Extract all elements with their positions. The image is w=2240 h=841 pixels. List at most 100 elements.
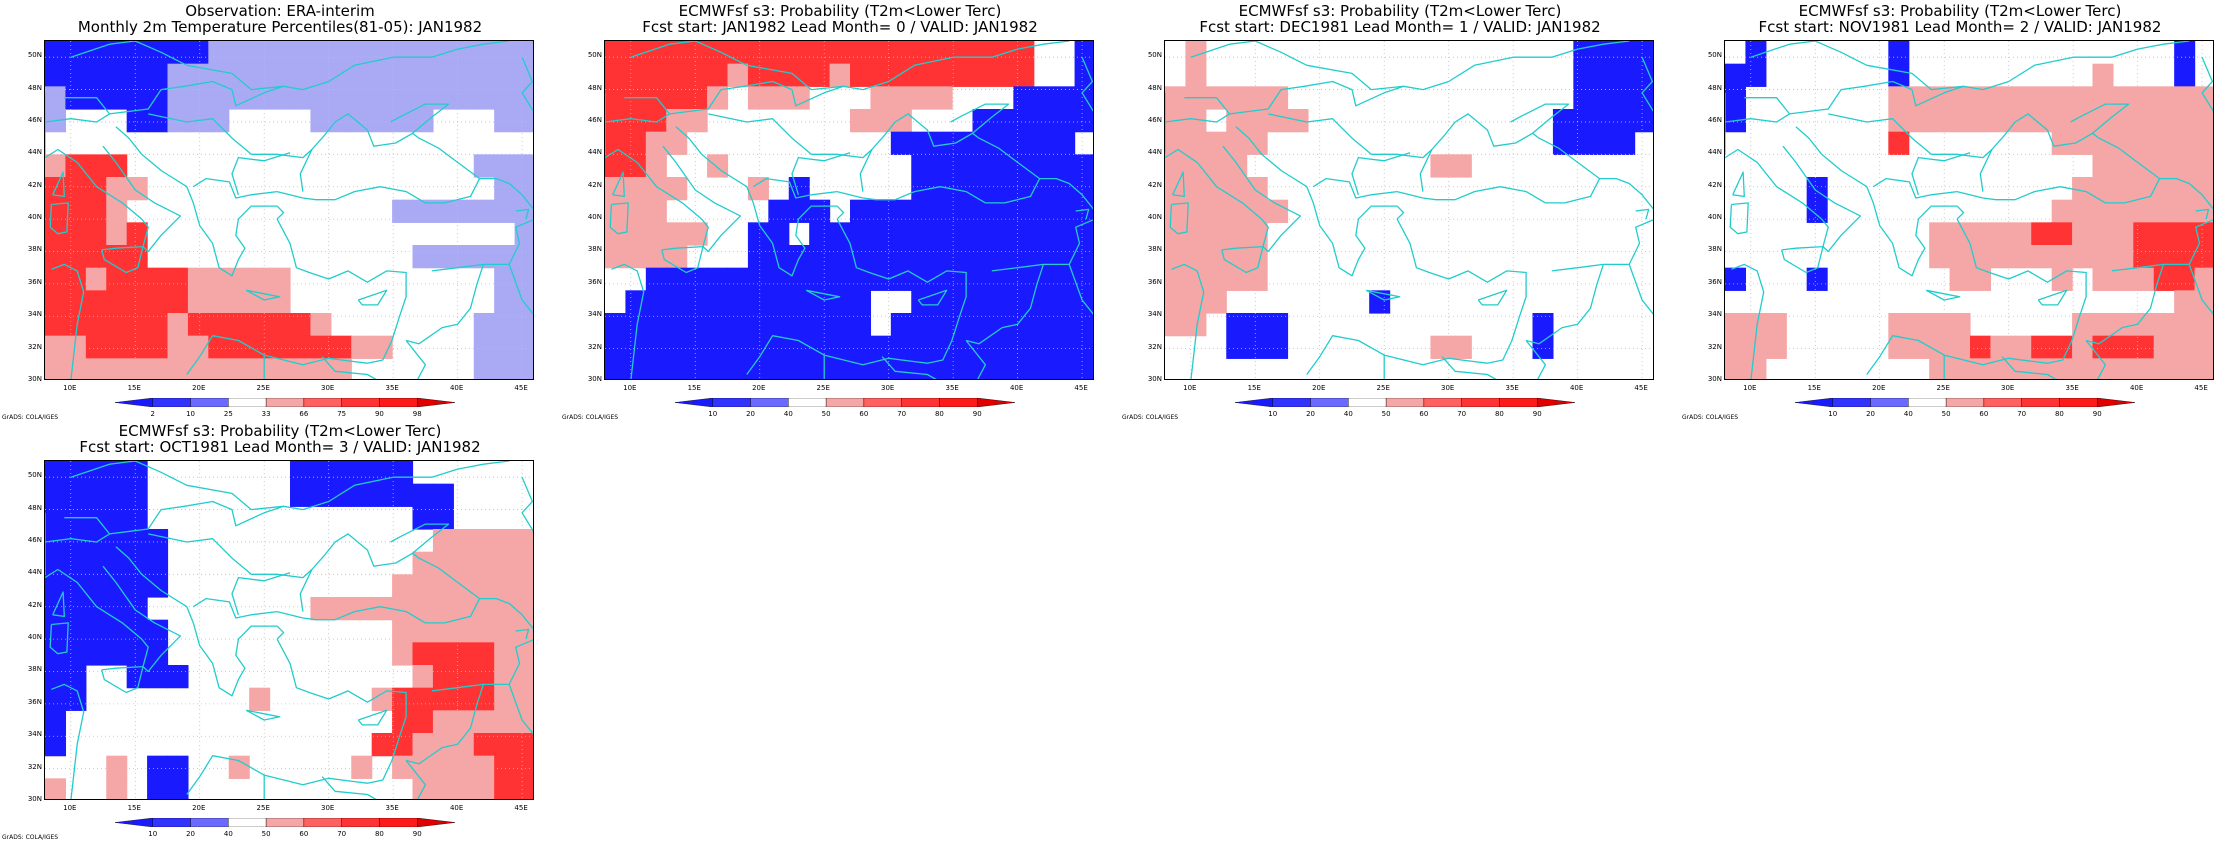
shaded-cell: [809, 313, 831, 337]
shaded-cell: [1033, 267, 1055, 291]
shaded-cell: [473, 665, 495, 689]
coastline: [1043, 41, 1070, 45]
coastline: [708, 113, 873, 159]
shaded-cell: [1369, 290, 1391, 314]
shaded-cell: [605, 245, 627, 269]
shaded-cell: [167, 755, 189, 779]
shaded-cell: [514, 619, 533, 643]
shaded-cell: [494, 199, 516, 223]
lon-tick-label: 25E: [256, 384, 270, 392]
lat-tick-label: 48N: [1707, 83, 1722, 92]
shaded-cell: [310, 313, 332, 337]
shaded-cell: [392, 619, 414, 643]
shaded-cell: [453, 755, 475, 779]
shaded-cell: [126, 109, 148, 133]
shaded-cell: [1074, 63, 1093, 87]
colorbar-label: 2: [150, 410, 155, 418]
shaded-cell: [707, 358, 729, 379]
shaded-cell: [666, 335, 688, 359]
shaded-cell: [371, 733, 393, 757]
shaded-cell: [992, 131, 1014, 155]
shaded-cell: [106, 597, 128, 621]
shaded-cell: [147, 63, 169, 87]
shaded-cell: [1074, 109, 1093, 133]
shaded-cell: [2133, 154, 2155, 178]
shaded-cell: [106, 41, 128, 65]
coastline: [231, 152, 291, 195]
coastline: [2163, 41, 2190, 45]
shaded-cell: [972, 63, 994, 87]
lat-tick-label: 34N: [587, 310, 602, 319]
shaded-cell: [686, 63, 708, 87]
shaded-cell: [392, 199, 414, 223]
colorbar-label: 50: [1381, 410, 1391, 418]
coastline: [1365, 289, 1401, 301]
lon-tick-label: 15E: [687, 384, 701, 392]
colorbar-segment: [825, 398, 865, 407]
shaded-cell: [1593, 131, 1615, 155]
shaded-cell: [126, 335, 148, 359]
coastline: [675, 126, 845, 277]
shaded-cell: [208, 41, 230, 65]
colorbar-segment: [2059, 398, 2098, 407]
shaded-cell: [106, 642, 128, 666]
shaded-cell: [1593, 109, 1615, 133]
coastline: [950, 103, 1010, 134]
shaded-cell: [453, 665, 475, 689]
lon-tick-label: 40E: [449, 804, 464, 812]
shaded-cell: [788, 290, 810, 314]
shaded-cell: [1033, 245, 1055, 269]
shaded-cell: [106, 290, 128, 314]
shaded-cell: [625, 177, 647, 201]
shaded-cell: [931, 358, 953, 379]
shaded-cell: [1908, 335, 1930, 359]
shaded-cell: [931, 290, 953, 314]
shaded-cell: [494, 177, 516, 201]
shaded-cell: [106, 619, 128, 643]
lon-tick-label: 10E: [63, 804, 77, 812]
shaded-cell: [952, 222, 974, 246]
shaded-cell: [412, 710, 434, 734]
shaded-cell: [351, 483, 373, 507]
shaded-cell: [432, 665, 454, 689]
shaded-cell: [1725, 267, 1747, 291]
shaded-cell: [126, 506, 148, 530]
shaded-cell: [1074, 154, 1093, 178]
colorbar-segment: [1945, 398, 1985, 407]
colorbar-label: 90: [412, 830, 422, 838]
shaded-cell: [432, 687, 454, 711]
shaded-cell: [2174, 267, 2196, 291]
shaded-cell: [412, 665, 434, 689]
shaded-cell: [1949, 313, 1971, 337]
shaded-cell: [952, 199, 974, 223]
shaded-cell: [187, 86, 209, 110]
colorbar-label: 70: [337, 830, 347, 838]
grads-credit: GrADS: COLA/IGES: [562, 414, 619, 421]
shaded-cell: [2010, 358, 2032, 379]
shaded-cell: [2153, 199, 2175, 223]
coastline: [357, 709, 388, 726]
shaded-cell: [2133, 335, 2155, 359]
shaded-cell: [473, 358, 495, 379]
colorbar-segment: [788, 398, 827, 407]
shaded-cell: [2194, 358, 2213, 379]
shaded-cell: [494, 642, 516, 666]
shaded-cell: [911, 290, 933, 314]
shaded-cell: [1054, 290, 1076, 314]
coastline: [405, 264, 485, 345]
coastline: [1866, 218, 2087, 375]
coastline: [1068, 264, 1093, 315]
shaded-cell: [2031, 86, 2053, 110]
shaded-cell: [494, 313, 516, 337]
shaded-cell: [106, 313, 128, 337]
shaded-cell: [310, 63, 332, 87]
shaded-cell: [2133, 109, 2155, 133]
lon-tick-label: 20E: [1312, 384, 1326, 392]
colorbar-label: 40: [1903, 410, 1913, 418]
shaded-cell: [45, 245, 67, 269]
shaded-cell: [167, 358, 189, 379]
colorbar-label: 90: [972, 410, 982, 418]
shaded-cell: [747, 222, 769, 246]
coastline: [1525, 340, 1547, 379]
shaded-cell: [686, 313, 708, 337]
